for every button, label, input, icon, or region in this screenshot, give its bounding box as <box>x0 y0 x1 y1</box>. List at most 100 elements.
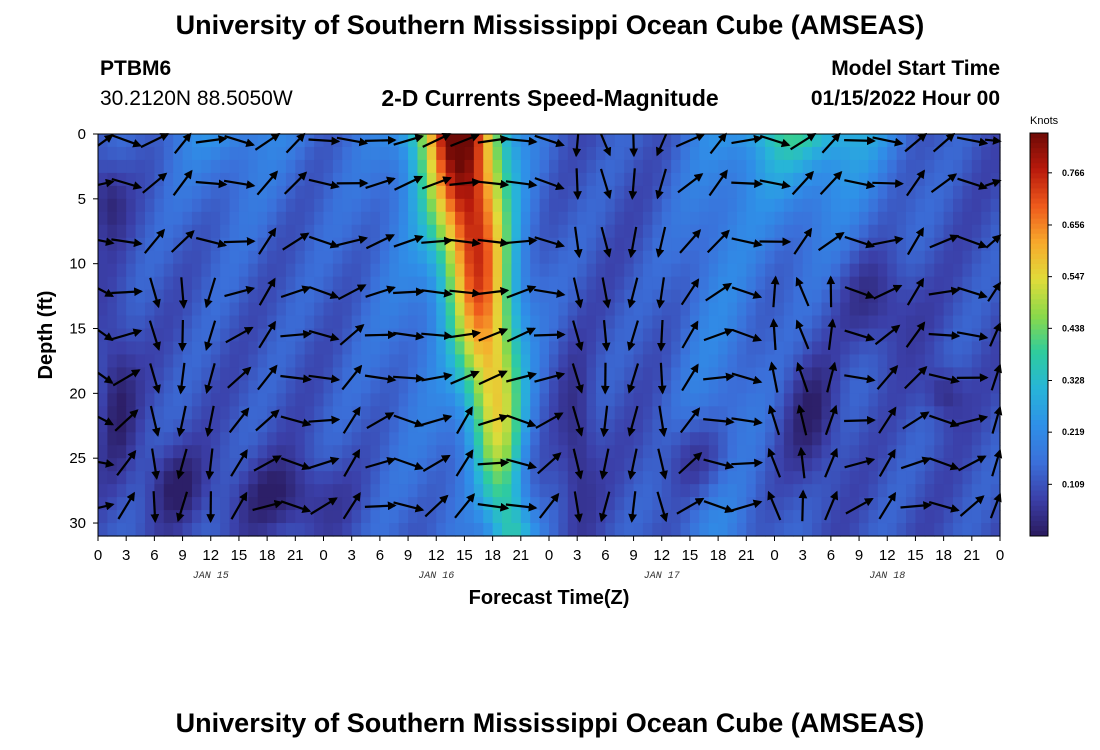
heatmap-cell <box>389 354 400 369</box>
heatmap-cell <box>567 523 578 537</box>
heatmap-cell <box>398 380 409 394</box>
heatmap-cell <box>511 237 522 252</box>
heatmap-cell <box>887 315 898 330</box>
heatmap-cell <box>483 341 494 356</box>
colorbar-swatch <box>1030 279 1048 285</box>
heatmap-cell <box>906 237 917 252</box>
heatmap-cell <box>389 315 400 330</box>
heatmap-cell <box>426 471 437 485</box>
heatmap-cell <box>220 432 231 446</box>
heatmap-cell <box>342 237 353 252</box>
heatmap-cell <box>680 185 691 200</box>
heatmap-cell <box>455 289 466 304</box>
heatmap-cell <box>191 134 202 148</box>
heatmap-cell <box>182 211 193 226</box>
heatmap-cell <box>539 224 550 239</box>
heatmap-cell <box>614 445 625 459</box>
heatmap-cell <box>868 211 879 226</box>
heatmap-cell <box>191 458 202 472</box>
heatmap-cell <box>483 289 494 304</box>
heatmap-cell <box>455 159 466 174</box>
heatmap-cell <box>821 393 832 407</box>
heatmap-cell <box>586 432 597 446</box>
heatmap-cell <box>135 432 146 446</box>
heatmap-cell <box>342 393 353 407</box>
heatmap-cell <box>943 523 954 537</box>
heatmap-cell <box>285 302 296 317</box>
heatmap-cell <box>332 315 343 330</box>
heatmap-cell <box>943 315 954 330</box>
heatmap-cell <box>323 146 334 161</box>
current-arrow <box>97 371 114 384</box>
x-tick-label: 9 <box>404 547 412 564</box>
heatmap-cell <box>126 497 137 511</box>
current-arrow <box>905 321 926 348</box>
heatmap-cell <box>605 250 616 265</box>
heatmap-cell <box>492 445 503 459</box>
heatmap-cell <box>107 276 118 291</box>
heatmap-cell <box>830 250 841 265</box>
heatmap-cell <box>736 224 747 239</box>
heatmap-cell <box>727 263 738 278</box>
heatmap-cell <box>285 367 296 381</box>
heatmap-cell <box>154 393 165 407</box>
heatmap-cell <box>830 341 841 356</box>
heatmap-cell <box>906 302 917 317</box>
heatmap-cell <box>642 159 653 174</box>
heatmap-cell <box>661 159 672 174</box>
heatmap-cell <box>934 185 945 200</box>
heatmap-cell <box>314 289 325 304</box>
current-arrow <box>795 319 810 350</box>
heatmap-cell <box>821 471 832 485</box>
heatmap-cell <box>755 367 766 381</box>
current-arrow <box>599 448 610 480</box>
heatmap-cell <box>671 250 682 265</box>
heatmap-cell <box>567 250 578 265</box>
heatmap-cell <box>990 185 1001 200</box>
heatmap-cell <box>605 315 616 330</box>
heatmap-cell <box>220 523 231 537</box>
heatmap-cell <box>154 458 165 472</box>
heatmap-cell <box>633 146 644 161</box>
heatmap-cell <box>736 458 747 472</box>
heatmap-cell <box>953 432 964 446</box>
heatmap-cell <box>304 146 315 161</box>
heatmap-cell <box>830 354 841 369</box>
heatmap-cell <box>727 134 738 148</box>
heatmap-cell <box>558 406 569 420</box>
heatmap-cell <box>210 341 221 356</box>
heatmap-cell <box>267 146 278 161</box>
heatmap-cell <box>821 198 832 213</box>
heatmap-cell <box>802 328 813 343</box>
current-arrow <box>878 448 896 477</box>
heatmap-cell <box>990 302 1001 317</box>
heatmap-cell <box>426 393 437 407</box>
heatmap-cell <box>877 289 888 304</box>
heatmap-cell <box>577 484 588 498</box>
heatmap-cell <box>906 523 917 537</box>
heatmap-cell <box>943 471 954 485</box>
heatmap-cell <box>492 510 503 524</box>
heatmap-cell <box>332 471 343 485</box>
heatmap-cell <box>191 471 202 485</box>
heatmap-cell <box>201 406 212 420</box>
heatmap-cell <box>821 406 832 420</box>
heatmap-cell <box>238 523 249 537</box>
heatmap-cell <box>633 185 644 200</box>
heatmap-cell <box>896 289 907 304</box>
heatmap-cell <box>840 523 851 537</box>
heatmap-cell <box>981 354 992 369</box>
heatmap-cell <box>614 289 625 304</box>
heatmap-cell <box>502 276 513 291</box>
heatmap-cell <box>577 523 588 537</box>
heatmap-cell <box>323 237 334 252</box>
heatmap-cell <box>473 393 484 407</box>
heatmap-cell <box>887 328 898 343</box>
heatmap-cell <box>323 523 334 537</box>
heatmap-cell <box>793 185 804 200</box>
heatmap-cell <box>924 302 935 317</box>
heatmap-cell <box>821 354 832 369</box>
heatmap-cell <box>614 315 625 330</box>
heatmap-cell <box>520 237 531 252</box>
heatmap-cell <box>323 432 334 446</box>
